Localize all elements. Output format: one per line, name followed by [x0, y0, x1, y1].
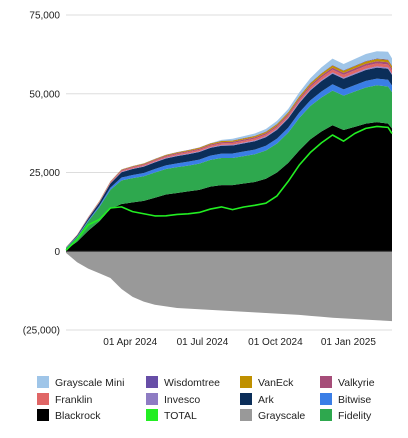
legend-label: TOTAL	[164, 410, 197, 422]
legend-item-valkyrie[interactable]: Valkyrie	[320, 376, 375, 389]
legend-label: Ark	[258, 394, 275, 406]
legend-label: Bitwise	[338, 394, 371, 406]
y-tick-label: 50,000	[29, 89, 60, 100]
legend-swatch	[146, 393, 158, 405]
y-tick-label: (25,000)	[23, 326, 60, 337]
x-tick-label: 01 Jul 2024	[177, 337, 229, 348]
legend-label: VanEck	[258, 377, 294, 389]
legend-swatch	[240, 409, 252, 421]
legend-swatch	[146, 409, 158, 421]
legend-label: Wisdomtree	[164, 377, 220, 389]
legend-swatch	[37, 376, 49, 388]
legend[interactable]: Grayscale Mini Wisdomtree VanEck Valkyrie Fr…	[37, 376, 375, 422]
legend-item-grayscale-mini[interactable]: Grayscale Mini	[37, 376, 124, 389]
legend-swatch	[37, 393, 49, 405]
legend-swatch	[320, 393, 332, 405]
legend-label: Blackrock	[55, 410, 101, 422]
y-tick-label: 25,000	[29, 168, 60, 179]
legend-label: Grayscale Mini	[55, 377, 124, 389]
legend-item-vaneck[interactable]: VanEck	[240, 376, 294, 389]
legend-swatch	[240, 393, 252, 405]
legend-label: Invesco	[164, 394, 200, 406]
legend-label: Valkyrie	[338, 377, 375, 389]
legend-swatch	[37, 409, 49, 421]
legend-item-bitwise[interactable]: Bitwise	[320, 393, 371, 406]
legend-swatch	[320, 409, 332, 421]
legend-swatch	[320, 376, 332, 388]
x-tick-label: 01 Jan 2025	[321, 337, 376, 348]
legend-item-blackrock[interactable]: Blackrock	[37, 409, 101, 422]
area-grayscale	[66, 251, 392, 322]
legend-swatch	[240, 376, 252, 388]
axis-labels: 75,000 50,000 25,000 0 (25,000) 01 Apr 2024 01…	[23, 11, 377, 349]
x-tick-label: 01 Apr 2024	[103, 337, 157, 348]
x-tick-label: 01 Oct 2024	[248, 337, 303, 348]
legend-item-fidelity[interactable]: Fidelity	[320, 409, 372, 422]
line-total	[65, 125, 393, 251]
legend-item-total[interactable]: TOTAL	[146, 409, 197, 422]
y-tick-label: 0	[54, 247, 60, 258]
area-blackrock	[66, 122, 392, 252]
legend-label: Fidelity	[338, 410, 372, 422]
legend-item-invesco[interactable]: Invesco	[146, 393, 200, 406]
legend-item-franklin[interactable]: Franklin	[37, 393, 93, 406]
legend-item-wisdomtree[interactable]: Wisdomtree	[146, 376, 220, 389]
series-areas	[66, 51, 392, 322]
legend-label: Grayscale	[258, 410, 305, 422]
total-line	[65, 125, 393, 251]
legend-item-ark[interactable]: Ark	[240, 393, 275, 406]
legend-swatch	[146, 376, 158, 388]
legend-label: Franklin	[55, 394, 93, 406]
legend-item-grayscale[interactable]: Grayscale	[240, 409, 305, 422]
y-tick-label: 75,000	[29, 11, 60, 22]
area-fidelity	[66, 85, 392, 250]
